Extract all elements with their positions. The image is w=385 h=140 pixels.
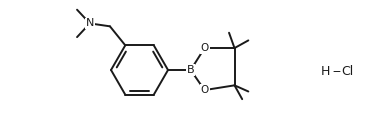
Text: N: N bbox=[85, 18, 94, 28]
Text: O: O bbox=[201, 43, 209, 53]
Text: B: B bbox=[187, 65, 194, 75]
Text: ‒: ‒ bbox=[332, 65, 340, 78]
Text: O: O bbox=[201, 85, 209, 95]
Text: H: H bbox=[321, 65, 331, 78]
Text: Cl: Cl bbox=[341, 65, 354, 78]
